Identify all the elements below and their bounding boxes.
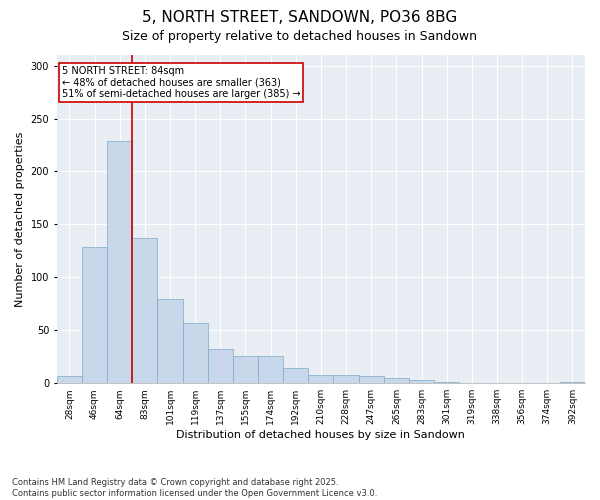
Bar [434,382,459,383]
Bar [132,238,157,383]
Bar [107,141,132,383]
Bar [359,376,384,383]
Text: Contains HM Land Registry data © Crown copyright and database right 2025.
Contai: Contains HM Land Registry data © Crown c… [12,478,377,498]
Bar [283,368,308,383]
Text: 5, NORTH STREET, SANDOWN, PO36 8BG: 5, NORTH STREET, SANDOWN, PO36 8BG [142,10,458,25]
Bar [157,298,182,383]
Bar [258,356,283,383]
Bar [308,374,334,383]
Bar [409,380,434,383]
Bar [334,374,359,383]
Y-axis label: Number of detached properties: Number of detached properties [15,132,25,307]
Bar [384,378,409,383]
Bar [82,246,107,383]
Bar [233,356,258,383]
Bar [560,382,585,383]
Text: Size of property relative to detached houses in Sandown: Size of property relative to detached ho… [122,30,478,43]
Bar [208,350,233,383]
Text: 5 NORTH STREET: 84sqm
← 48% of detached houses are smaller (363)
51% of semi-det: 5 NORTH STREET: 84sqm ← 48% of detached … [62,66,301,99]
Bar [182,323,208,383]
X-axis label: Distribution of detached houses by size in Sandown: Distribution of detached houses by size … [176,430,466,440]
Bar [57,376,82,383]
